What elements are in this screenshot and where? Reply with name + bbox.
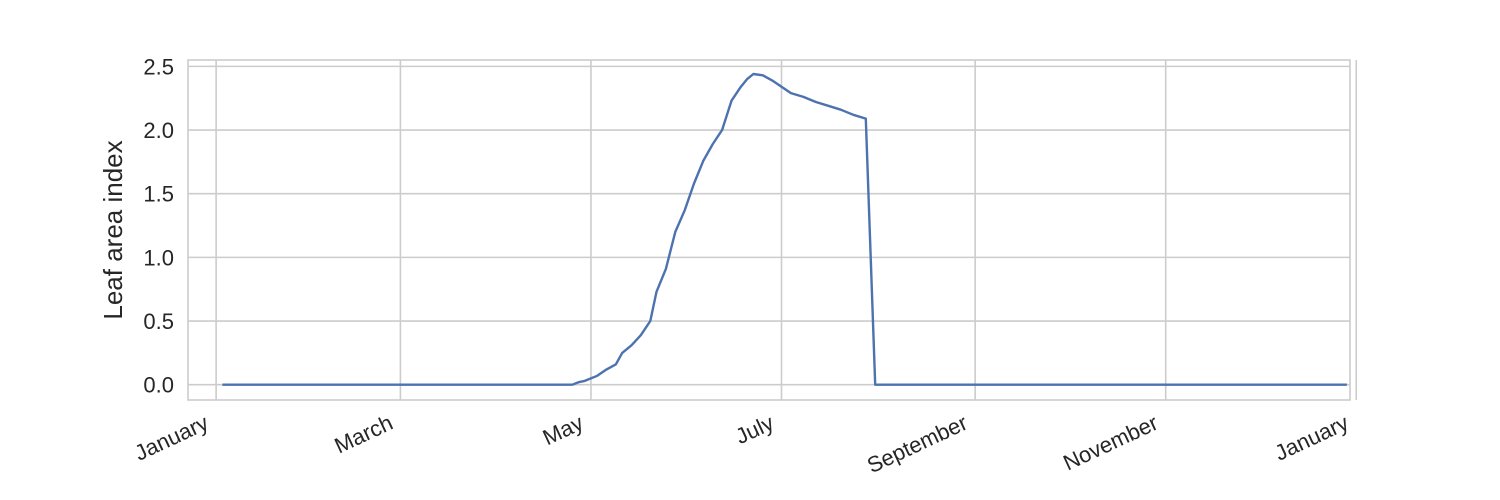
x-tick-labels: January March May July September November Janu… (131, 410, 1353, 478)
x-tick-label: July (732, 410, 778, 449)
y-gridlines (188, 65, 1350, 386)
x-tick-label: March (331, 410, 397, 458)
y-tick-label: 2.0 (143, 118, 174, 143)
leaf-area-series-line (222, 72, 1347, 386)
y-tick-label: 0.0 (143, 373, 174, 398)
y-axis-title: Leaf area index (98, 140, 128, 319)
x-tick-label: September (863, 410, 971, 478)
x-tick-label: May (539, 410, 587, 450)
x-tick-label: November (1059, 410, 1162, 476)
y-tick-label: 1.5 (143, 182, 174, 207)
y-tick-labels: 0.0 0.5 1.0 1.5 2.0 2.5 (143, 54, 174, 397)
y-tick-label: 2.5 (143, 54, 174, 79)
plot-frame (187, 59, 1351, 401)
x-gridlines (215, 60, 1358, 400)
y-tick-label: 1.0 (143, 245, 174, 270)
x-tick-label: January (1271, 410, 1353, 466)
x-tick-label: January (131, 410, 213, 466)
y-tick-label: 0.5 (143, 309, 174, 334)
